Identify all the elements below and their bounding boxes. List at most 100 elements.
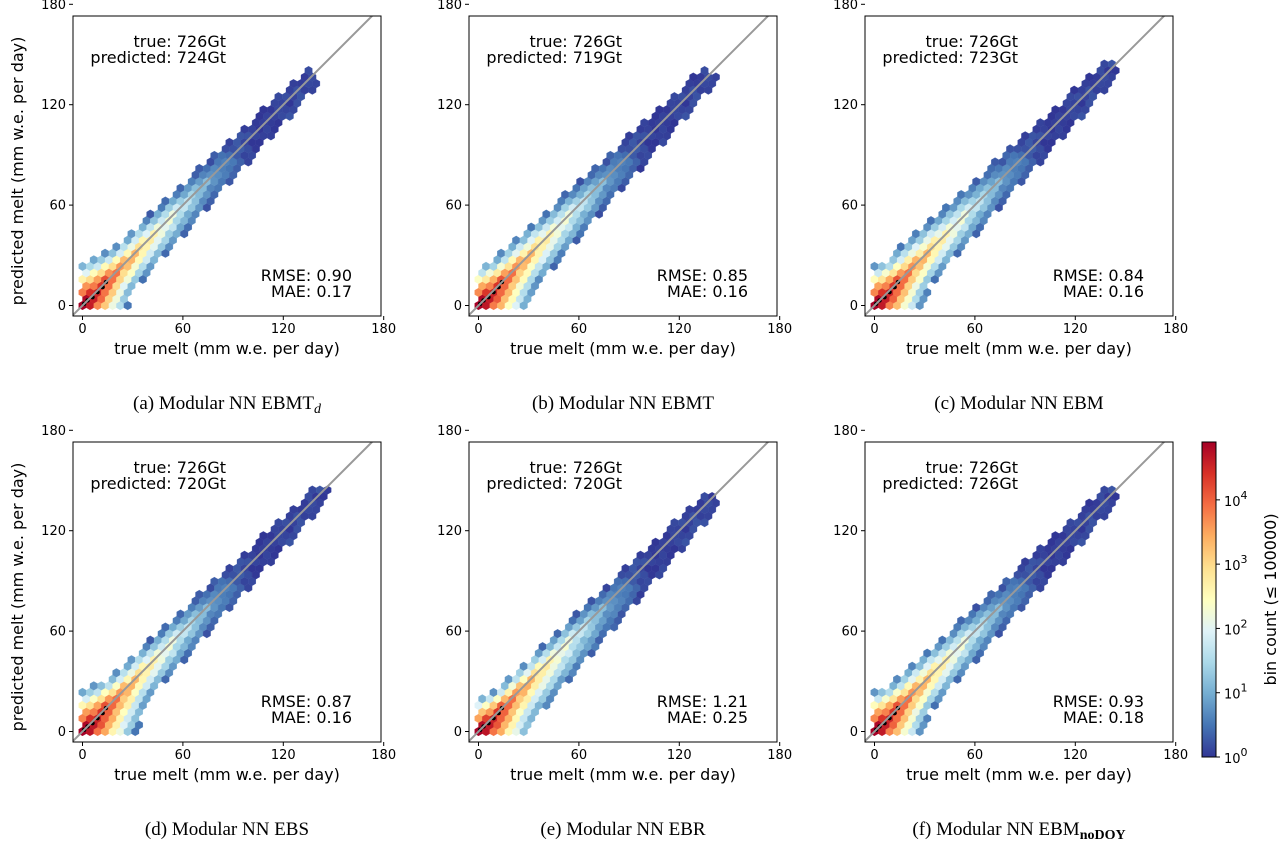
x-tick-label: 60 bbox=[571, 322, 588, 337]
y-tick-label: 60 bbox=[445, 625, 462, 640]
hexbin-cells bbox=[78, 66, 321, 311]
true-total-text: true: 726Gt bbox=[925, 458, 1018, 477]
hexbin-cell bbox=[161, 622, 170, 632]
true-total-text: true: 726Gt bbox=[925, 32, 1018, 51]
true-total-text: true: 726Gt bbox=[529, 32, 622, 51]
tick-base: 10 bbox=[1224, 495, 1241, 510]
y-tick-label: 0 bbox=[58, 725, 66, 740]
axes-frame bbox=[72, 15, 382, 317]
subplot-c: 0 60 120 180 0 60 120 180 true melt (mm w.e. per… bbox=[833, 0, 1188, 414]
x-tick-label: 60 bbox=[967, 322, 984, 337]
subplot-a: 0 60 120 180 0 60 120 180 true melt (mm w.e. per… bbox=[8, 0, 396, 417]
x-tick-label: 120 bbox=[667, 322, 692, 337]
y-tick-label: 0 bbox=[850, 299, 858, 314]
x-tick-label: 180 bbox=[371, 748, 396, 763]
tick-exponent: 0 bbox=[1241, 746, 1248, 759]
mae-text: MAE: 0.17 bbox=[271, 282, 352, 301]
caption-main: (a) Modular NN EBMT bbox=[133, 393, 314, 414]
subplot-caption: (c) Modular NN EBM bbox=[934, 393, 1103, 414]
rmse-text: RMSE: 0.85 bbox=[657, 266, 748, 285]
y-tick-label: 0 bbox=[850, 725, 858, 740]
colorbar-label: bin count (≤ 100000) bbox=[1261, 513, 1280, 685]
predicted-total-text: predicted: 719Gt bbox=[486, 48, 622, 67]
hexbin-cells bbox=[474, 492, 720, 737]
y-tick-label: 60 bbox=[445, 199, 462, 214]
axes-frame bbox=[864, 441, 1174, 743]
predicted-total-text: predicted: 723Gt bbox=[882, 48, 1018, 67]
caption-subscript: d bbox=[314, 402, 322, 417]
x-tick-label: 180 bbox=[1163, 748, 1188, 763]
tick-exponent: 4 bbox=[1241, 489, 1248, 502]
rmse-text: RMSE: 0.93 bbox=[1053, 692, 1144, 711]
hexbin-cell bbox=[893, 674, 902, 684]
y-tick-label: 60 bbox=[49, 199, 66, 214]
subplot-f: 0 60 120 180 0 60 120 180 true melt (mm w.e. per… bbox=[833, 424, 1188, 843]
predicted-total-text: predicted: 720Gt bbox=[90, 474, 226, 493]
y-tick-label: 120 bbox=[833, 524, 858, 539]
y-tick-label: 0 bbox=[454, 299, 462, 314]
tick-exponent: 2 bbox=[1241, 617, 1248, 630]
x-tick-label: 180 bbox=[767, 322, 792, 337]
y-tick-label: 180 bbox=[437, 424, 462, 439]
predicted-total-text: predicted: 720Gt bbox=[486, 474, 622, 493]
colorbar-bar bbox=[1201, 441, 1217, 758]
hexbin-cell bbox=[497, 248, 506, 258]
hexbin-cells bbox=[870, 59, 1120, 311]
x-axis-label: true melt (mm w.e. per day) bbox=[114, 339, 340, 358]
y-tick-label: 180 bbox=[41, 0, 66, 13]
identity-line bbox=[865, 16, 1166, 316]
subplot-b: 0 60 120 180 0 60 120 180 true melt (mm w.e. per… bbox=[437, 0, 792, 414]
rmse-text: RMSE: 1.21 bbox=[657, 692, 748, 711]
subplot-caption: (f) Modular NN EBMnoDOY bbox=[912, 819, 1125, 843]
y-tick-label: 0 bbox=[454, 725, 462, 740]
hexbin-cell bbox=[240, 550, 249, 560]
hexbin-cell bbox=[161, 196, 170, 206]
identity-line bbox=[865, 442, 1166, 742]
caption-main: (d) Modular NN EBS bbox=[145, 819, 309, 840]
x-axis-label: true melt (mm w.e. per day) bbox=[510, 339, 736, 358]
y-tick-label: 180 bbox=[833, 0, 858, 13]
identity-line bbox=[469, 442, 770, 742]
predicted-total-text: predicted: 726Gt bbox=[882, 474, 1018, 493]
x-tick-label: 0 bbox=[474, 322, 482, 337]
colorbar-tick-label: 103 bbox=[1224, 553, 1248, 574]
x-tick-label: 120 bbox=[1063, 748, 1088, 763]
hexbin-cell bbox=[101, 248, 110, 258]
subplot-d: 0 60 120 180 0 60 120 180 true melt (mm w.e. per… bbox=[8, 424, 396, 840]
x-tick-label: 120 bbox=[667, 748, 692, 763]
caption-subscript: noDOY bbox=[1080, 828, 1126, 843]
subplot-caption: (d) Modular NN EBS bbox=[145, 819, 309, 840]
rmse-text: RMSE: 0.87 bbox=[261, 692, 352, 711]
x-tick-label: 0 bbox=[870, 748, 878, 763]
y-tick-label: 180 bbox=[41, 424, 66, 439]
axes-frame bbox=[72, 441, 382, 743]
tick-exponent: 3 bbox=[1241, 553, 1248, 566]
identity-line bbox=[73, 16, 374, 316]
tick-base: 10 bbox=[1224, 688, 1241, 703]
subplot-caption: (b) Modular NN EBMT bbox=[532, 393, 714, 414]
identity-line bbox=[73, 442, 374, 742]
x-tick-label: 120 bbox=[271, 748, 296, 763]
axes-frame bbox=[864, 15, 1174, 317]
axes-frame bbox=[468, 15, 778, 317]
x-tick-label: 60 bbox=[175, 322, 192, 337]
caption-main: (c) Modular NN EBM bbox=[934, 393, 1103, 414]
mae-text: MAE: 0.16 bbox=[667, 282, 748, 301]
tick-base: 10 bbox=[1224, 559, 1241, 574]
x-axis-label: true melt (mm w.e. per day) bbox=[114, 765, 340, 784]
caption-main: (f) Modular NN EBM bbox=[912, 819, 1079, 840]
x-axis-label: true melt (mm w.e. per day) bbox=[906, 339, 1132, 358]
tick-base: 10 bbox=[1224, 623, 1241, 638]
true-total-text: true: 726Gt bbox=[133, 32, 226, 51]
caption-main: (b) Modular NN EBMT bbox=[532, 393, 714, 414]
true-total-text: true: 726Gt bbox=[529, 458, 622, 477]
colorbar-tick-label: 100 bbox=[1224, 746, 1248, 767]
x-axis-label: true melt (mm w.e. per day) bbox=[906, 765, 1132, 784]
y-tick-label: 60 bbox=[841, 625, 858, 640]
y-tick-label: 120 bbox=[41, 524, 66, 539]
x-tick-label: 0 bbox=[78, 748, 86, 763]
y-tick-label: 0 bbox=[58, 299, 66, 314]
identity-line bbox=[469, 16, 770, 316]
caption-main: (e) Modular NN EBR bbox=[540, 819, 705, 840]
